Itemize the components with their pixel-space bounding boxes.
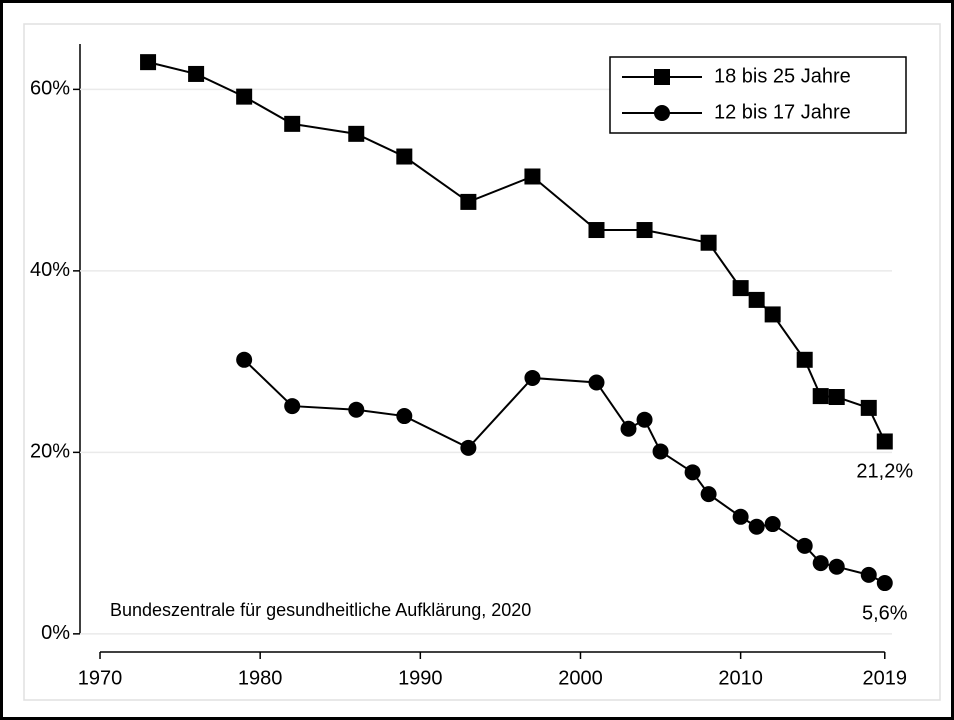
- x-tick-label: 2000: [558, 667, 603, 689]
- data-point: [700, 486, 717, 503]
- data-point: [524, 168, 541, 185]
- data-point: [460, 439, 477, 456]
- data-point: [236, 88, 253, 105]
- data-point: [284, 115, 301, 132]
- data-label: 5,6%: [862, 602, 908, 624]
- data-point: [796, 537, 813, 554]
- data-point: [764, 306, 781, 323]
- data-point: [460, 193, 477, 210]
- data-point: [396, 148, 413, 165]
- data-point: [588, 374, 605, 391]
- data-point: [860, 566, 877, 583]
- data-point: [876, 575, 893, 592]
- data-point: [684, 464, 701, 481]
- data-point: [636, 411, 653, 428]
- data-point: [748, 291, 765, 308]
- data-point: [828, 558, 845, 575]
- legend-marker: [654, 105, 670, 121]
- data-point: [796, 351, 813, 368]
- annotation: Bundeszentrale für gesundheitliche Aufkl…: [110, 600, 531, 620]
- data-point: [284, 398, 301, 415]
- data-label: 21,2%: [856, 461, 913, 483]
- legend-marker: [654, 69, 670, 85]
- y-tick-label: 60%: [30, 78, 70, 100]
- data-point: [860, 399, 877, 416]
- data-point: [636, 222, 653, 239]
- data-point: [876, 433, 893, 450]
- data-point: [524, 369, 541, 386]
- legend-label: 18 bis 25 Jahre: [714, 65, 851, 87]
- y-tick-label: 0%: [41, 622, 70, 644]
- data-point: [348, 401, 365, 418]
- data-point: [396, 408, 413, 425]
- data-point: [812, 555, 829, 572]
- x-tick-label: 1990: [398, 667, 443, 689]
- data-point: [140, 54, 157, 71]
- data-point: [748, 518, 765, 535]
- data-point: [652, 443, 669, 460]
- x-tick-label: 1970: [78, 667, 123, 689]
- x-tick-label: 2019: [863, 667, 908, 689]
- data-point: [188, 65, 205, 82]
- x-tick-label: 2010: [718, 667, 763, 689]
- x-tick-label: 1980: [238, 667, 283, 689]
- data-point: [348, 125, 365, 142]
- y-tick-label: 20%: [30, 441, 70, 463]
- y-tick-label: 40%: [30, 259, 70, 281]
- data-point: [828, 389, 845, 406]
- data-point: [236, 351, 253, 368]
- data-point: [732, 508, 749, 525]
- data-point: [700, 234, 717, 251]
- data-point: [620, 420, 637, 437]
- data-point: [764, 516, 781, 533]
- data-point: [812, 388, 829, 405]
- data-point: [732, 280, 749, 297]
- data-point: [588, 222, 605, 239]
- plot-frame: [23, 23, 941, 701]
- legend-label: 12 bis 17 Jahre: [714, 101, 851, 123]
